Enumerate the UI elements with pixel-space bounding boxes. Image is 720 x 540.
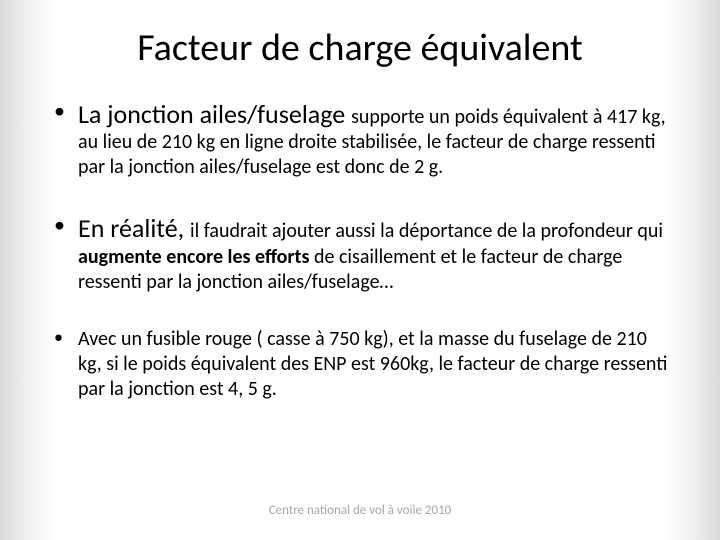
- bullet-3-body: Avec un fusible rouge ( casse à 750 kg),…: [78, 327, 667, 401]
- footer-text: Centre national de vol à voile 2010: [0, 503, 720, 518]
- bullet-2-lead: En réalité,: [78, 212, 190, 244]
- slide: Facteur de charge équivalent La jonction…: [0, 0, 720, 540]
- bullet-list: La jonction ailes/fuselage supporte un p…: [50, 98, 670, 402]
- bullet-2-body-a: il faudrait ajouter aussi la déportance …: [190, 219, 663, 243]
- bullet-2: En réalité, il faudrait ajouter aussi la…: [50, 212, 670, 295]
- bullet-3: Avec un fusible rouge ( casse à 750 kg),…: [50, 327, 670, 402]
- bullet-2-bold: augmente encore les efforts: [78, 245, 314, 269]
- bullet-1: La jonction ailes/fuselage supporte un p…: [50, 98, 670, 181]
- bullet-1-lead: La jonction ailes/fuselage: [78, 98, 351, 130]
- slide-title: Facteur de charge équivalent: [50, 28, 670, 70]
